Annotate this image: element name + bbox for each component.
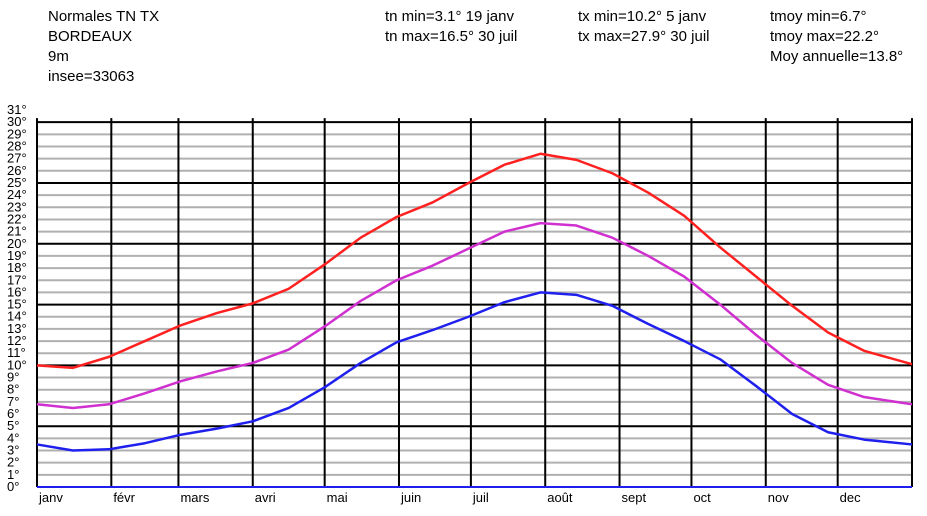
station-info: 9m [48,48,69,65]
y-tick-label: 1° [7,467,19,482]
y-tick-label: 2° [7,455,19,470]
y-tick-label: 19° [7,248,27,263]
x-tick-label: juin [400,490,421,505]
x-tick-label: dec [840,490,861,505]
y-tick-label: 7° [7,394,19,409]
x-tick-label: juil [472,490,489,505]
y-tick-label: 9° [7,370,19,385]
annotation: tmoy min=6.7° [770,8,866,25]
y-tick-label: 8° [7,382,19,397]
x-tick-label: avri [255,490,276,505]
line-series [36,221,913,410]
y-tick-label: 17° [7,272,27,287]
x-tick-label: mars [180,490,209,505]
annotation: tmoy max=22.2° [770,28,879,45]
y-tick-label: 24° [7,187,27,202]
y-tick-label: 31° [7,102,27,117]
y-tick-label: 18° [7,260,27,275]
y-tick-label: 29° [7,126,27,141]
y-tick-label: 13° [7,321,27,336]
annotation: tn min=3.1° 19 janv [385,8,514,25]
x-tick-label: sept [622,490,647,505]
annotation: tx max=27.9° 30 juil [578,28,709,45]
y-tick-label: 23° [7,199,27,214]
y-tick-label: 5° [7,418,19,433]
annotation: tn max=16.5° 30 juil [385,28,517,45]
y-tick-label: 15° [7,297,27,312]
y-tick-label: 11° [7,345,26,360]
y-tick-label: 10° [7,357,27,372]
chart-title: Normales TN TX [48,8,159,25]
x-tick-label: janv [38,490,63,505]
x-tick-label: août [547,490,573,505]
y-tick-label: 14° [7,309,27,324]
y-tick-label: 30° [7,114,27,129]
line-series [36,291,913,452]
y-tick-label: 21° [7,224,27,239]
y-tick-label: 26° [7,163,27,178]
x-tick-label: oct [693,490,711,505]
station-info: insee=33063 [48,68,134,85]
station-info: BORDEAUX [48,28,132,45]
y-tick-label: 16° [7,284,27,299]
annotation: tx min=10.2° 5 janv [578,8,707,25]
y-tick-label: 22° [7,211,27,226]
x-tick-label: févr [113,490,135,505]
line-series [36,152,913,370]
annotation: Moy annuelle=13.8° [770,48,903,65]
y-tick-label: 20° [7,236,27,251]
y-tick-label: 4° [7,430,19,445]
y-tick-label: 12° [7,333,27,348]
y-tick-label: 27° [7,151,27,166]
y-tick-label: 28° [7,138,27,153]
y-tick-label: 0° [7,479,19,494]
y-tick-label: 3° [7,443,19,458]
y-tick-label: 25° [7,175,27,190]
x-tick-label: mai [327,490,348,505]
x-tick-label: nov [768,490,789,505]
y-tick-label: 6° [7,406,19,421]
